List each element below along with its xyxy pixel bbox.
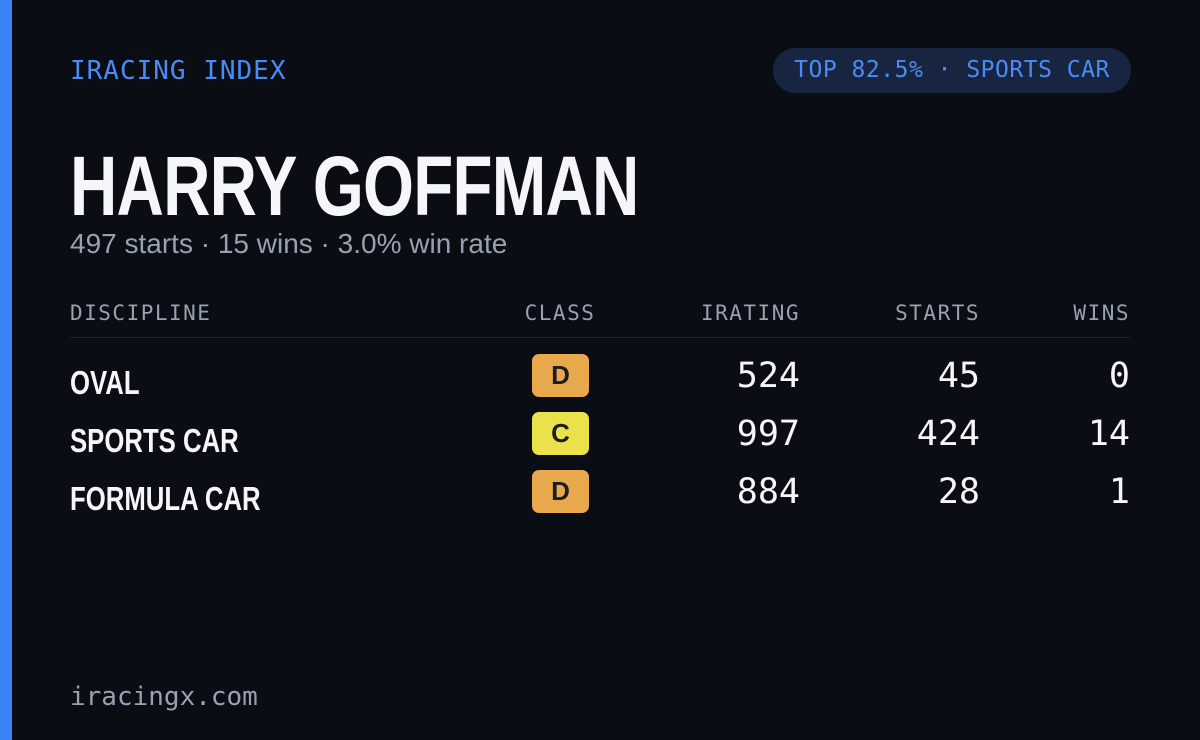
accent-stripe <box>0 0 12 740</box>
discipline: OVAL <box>70 364 140 401</box>
footer-site: iracingx.com <box>70 682 258 712</box>
irating: 884 <box>736 472 800 512</box>
wins: 0 <box>1108 356 1130 396</box>
irating: 997 <box>736 414 800 454</box>
discipline: FORMULA CAR <box>70 480 261 517</box>
wins: 14 <box>1087 414 1130 454</box>
starts: 424 <box>916 414 980 454</box>
summary: 497 starts · 15 wins · 3.0% win rate <box>70 228 508 259</box>
class-badge: C <box>532 412 589 455</box>
column-header: DISCIPLINE <box>70 301 212 325</box>
class-badge: D <box>532 470 589 513</box>
divider <box>70 337 1130 338</box>
column-header: IRATING <box>700 301 800 325</box>
column-header: WINS <box>1073 301 1130 325</box>
discipline: SPORTS CAR <box>70 422 239 459</box>
column-header: CLASS <box>524 301 596 325</box>
starts: 28 <box>937 472 980 512</box>
irating: 524 <box>736 356 800 396</box>
wins: 1 <box>1108 472 1130 512</box>
driver-name: HARRY GOFFMAN <box>70 139 639 233</box>
starts: 45 <box>937 356 980 396</box>
column-header: STARTS <box>895 301 980 325</box>
class-badge: D <box>532 354 589 397</box>
percentile-badge: TOP 82.5% · SPORTS CAR <box>773 48 1131 93</box>
brand: IRACING INDEX <box>70 56 287 86</box>
